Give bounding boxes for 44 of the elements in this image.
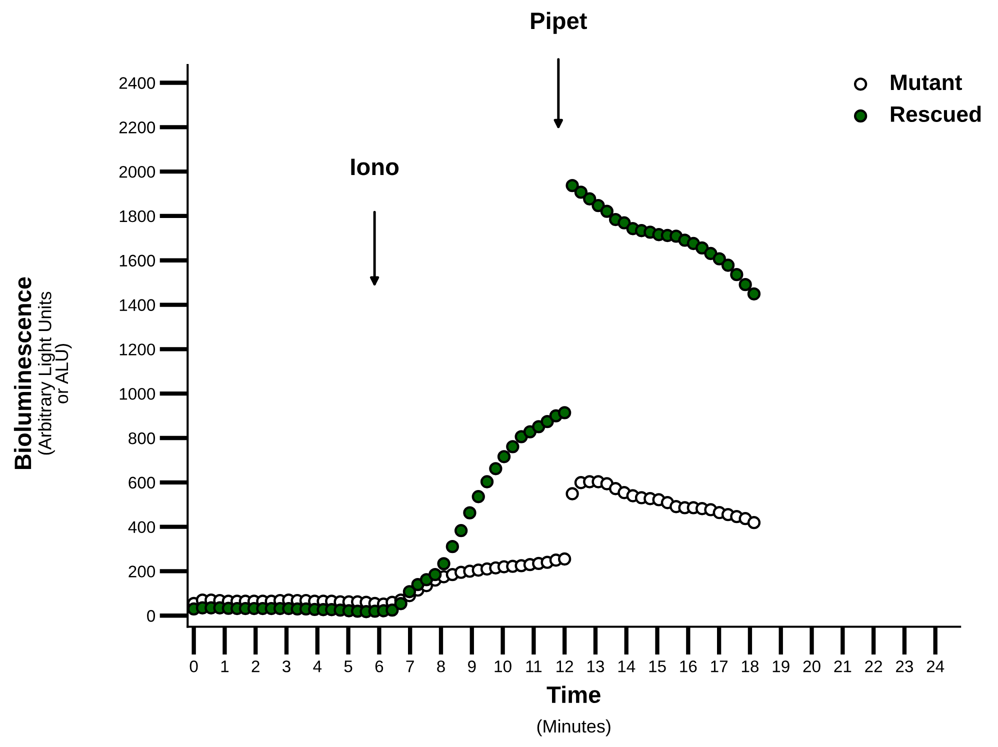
y-tick-label: 0 bbox=[147, 610, 156, 622]
x-tick-label: 7 bbox=[406, 660, 414, 672]
x-tick-label: 21 bbox=[834, 660, 852, 672]
x-tick-label: 13 bbox=[587, 660, 604, 672]
annotation: Iono bbox=[351, 158, 399, 176]
x-tick-label: 5 bbox=[344, 660, 352, 672]
legend-label: Mutant bbox=[890, 74, 962, 90]
x-tick-label: 9 bbox=[468, 660, 476, 672]
x-tick-label: 14 bbox=[618, 660, 636, 672]
x-tick-label: 3 bbox=[282, 660, 290, 672]
x-tick-label: 11 bbox=[526, 660, 542, 672]
y-tick-label: 800 bbox=[128, 432, 156, 444]
x-tick-label: 10 bbox=[494, 660, 512, 672]
y-tick-label: 600 bbox=[128, 476, 156, 489]
y-tick-label: 1800 bbox=[120, 210, 156, 222]
y-tick-label: 2400 bbox=[119, 77, 156, 89]
y-tick-label: 1000 bbox=[120, 388, 156, 400]
x-tick-label: 2 bbox=[252, 660, 260, 672]
x-axis-title: Time (Minutes) bbox=[537, 686, 610, 736]
x-tick-label: 4 bbox=[313, 660, 322, 672]
x-tick-label: 16 bbox=[680, 660, 697, 672]
legend-label: Rescued bbox=[890, 106, 981, 122]
y-tick-label: 2000 bbox=[119, 166, 156, 178]
x-tick-label: 19 bbox=[772, 660, 790, 672]
x-tick-label: 23 bbox=[896, 660, 913, 672]
y-tick-label: 400 bbox=[128, 521, 156, 534]
y-tick-label: 2200 bbox=[119, 122, 156, 134]
x-tick-label: 20 bbox=[803, 660, 820, 672]
y-tick-label: 1400 bbox=[120, 299, 156, 311]
y-tick-label: 1600 bbox=[120, 254, 156, 267]
y-tick-label: 1200 bbox=[120, 344, 156, 356]
x-tick-label: 0 bbox=[190, 660, 198, 672]
x-tick-label: 12 bbox=[556, 660, 574, 672]
x-tick-label: 18 bbox=[742, 660, 759, 672]
x-tick-label: 1 bbox=[221, 660, 229, 672]
text: Pipet bbox=[531, 12, 587, 34]
y-tick-label: 200 bbox=[128, 566, 156, 578]
x-tick-label: 17 bbox=[711, 660, 728, 672]
y-axis-title: Bioluminescence (Arbitrary Light Units or ALU) bbox=[14, 277, 72, 470]
x-tick-label: 8 bbox=[437, 660, 445, 672]
x-tick-label: 22 bbox=[865, 660, 882, 672]
x-tick-label: 24 bbox=[926, 660, 944, 672]
x-tick-label: 15 bbox=[649, 660, 666, 672]
x-tick-label: 6 bbox=[375, 660, 384, 672]
